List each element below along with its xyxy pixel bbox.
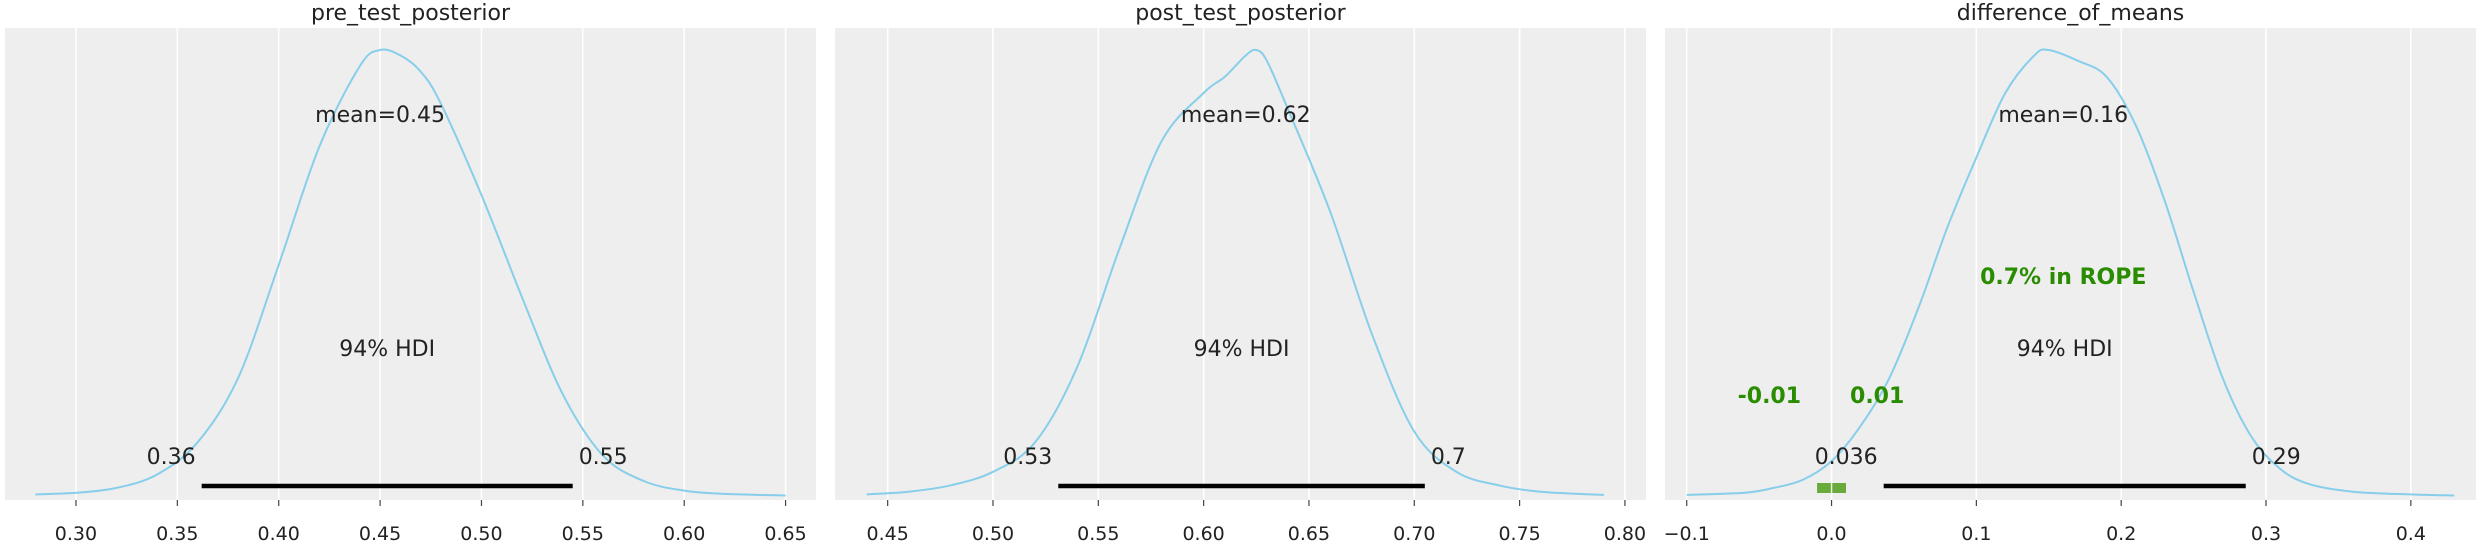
panel-2-tick-label: 0.0 xyxy=(1816,523,1846,545)
panel-1-tick-label: 0.65 xyxy=(1288,523,1330,545)
panel-0-tick-label: 0.65 xyxy=(764,523,806,545)
panel-2-mean-label: mean=0.16 xyxy=(1998,103,2128,128)
panel-1-hdi-label: 94% HDI xyxy=(1194,337,1290,362)
panel-2-title: difference_of_means xyxy=(1957,1,2185,26)
panel-1-title: post_test_posterior xyxy=(1135,1,1346,26)
panel-1-tick-label: 0.75 xyxy=(1498,523,1540,545)
panel-1-mean-label: mean=0.62 xyxy=(1181,103,1311,128)
panel-0-tick-label: 0.45 xyxy=(359,523,401,545)
panel-0-tick-label: 0.35 xyxy=(156,523,198,545)
panel-1-tick-label: 0.55 xyxy=(1077,523,1119,545)
panel-0-hdi-label: 94% HDI xyxy=(339,337,435,362)
panel-0-mean-label: mean=0.45 xyxy=(315,103,445,128)
panel-2-hdi-low-label: 0.036 xyxy=(1815,445,1878,470)
panel-2-rope-high-label: 0.01 xyxy=(1850,384,1904,409)
panel-2-tick-label: −0.1 xyxy=(1664,523,1710,545)
panel-2-hdi-label: 94% HDI xyxy=(2017,337,2113,362)
panel-2-tick-label: 0.4 xyxy=(2396,523,2426,545)
panel-1-density-line xyxy=(866,48,1604,496)
panel-0-density-line xyxy=(35,48,786,497)
panel-2-density-line xyxy=(1686,48,2455,497)
panel-0-tick-label: 0.50 xyxy=(460,523,502,545)
panel-1-tick-label: 0.50 xyxy=(972,523,1014,545)
panel-0-tick-label: 0.40 xyxy=(258,523,300,545)
panel-1-tick-label: 0.45 xyxy=(867,523,909,545)
panel-0-tick-label: 0.30 xyxy=(55,523,97,545)
panel-2-tick-label: 0.3 xyxy=(2251,523,2281,545)
panel-0-tick-label: 0.60 xyxy=(663,523,705,545)
panel-1-hdi-low-label: 0.53 xyxy=(1003,445,1052,470)
panel-2-rope-low-label: -0.01 xyxy=(1738,384,1801,409)
panel-0-hdi-low-label: 0.36 xyxy=(147,445,196,470)
panel-0-hdi-high-label: 0.55 xyxy=(579,445,628,470)
panel-2-tick-label: 0.2 xyxy=(2106,523,2136,545)
panel-2-rope-label: 0.7% in ROPE xyxy=(1980,265,2146,290)
panel-1-background xyxy=(835,28,1646,500)
panel-1-tick-label: 0.60 xyxy=(1182,523,1224,545)
panel-2-tick-label: 0.1 xyxy=(1961,523,1991,545)
panel-2-background xyxy=(1665,28,2476,500)
panel-0-title: pre_test_posterior xyxy=(311,1,511,26)
panel-0-background xyxy=(5,28,816,500)
panel-2-hdi-high-label: 0.29 xyxy=(2252,445,2301,470)
panel-0-tick-label: 0.55 xyxy=(562,523,604,545)
panel-1-hdi-high-label: 0.7 xyxy=(1431,445,1466,470)
panel-1-tick-label: 0.80 xyxy=(1604,523,1646,545)
panel-1-tick-label: 0.70 xyxy=(1393,523,1435,545)
